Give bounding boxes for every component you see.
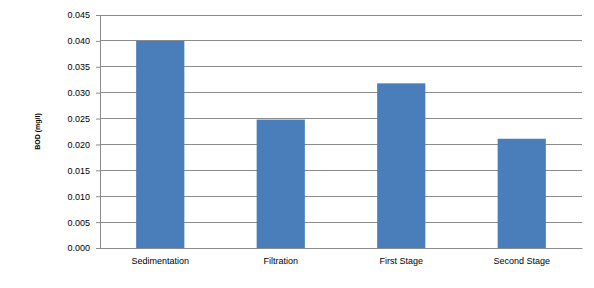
tick-mark	[96, 196, 100, 197]
tick: 0.045	[67, 10, 100, 20]
tick: 0.030	[67, 88, 100, 98]
chart: 0.000 0.005 0.010 0.015 0.020 0.025 0.030 0.035…	[0, 0, 594, 288]
tick: Filtration	[263, 248, 298, 266]
tick-mark	[96, 67, 100, 68]
bar	[498, 139, 546, 248]
x-axis: Sedimentation Filtration First Stage Second…	[101, 248, 583, 266]
tick-label: 0.000	[67, 243, 90, 253]
grid	[100, 15, 582, 248]
tick: 0.015	[67, 166, 100, 176]
tick: Sedimentation	[131, 248, 189, 266]
plot: 0.000 0.005 0.010 0.015 0.020 0.025 0.030 0.035…	[67, 10, 582, 266]
bar	[257, 120, 305, 248]
tick-mark	[96, 222, 100, 223]
tick-label: 0.005	[67, 217, 90, 227]
tick-mark	[96, 144, 100, 145]
tick-mark	[96, 170, 100, 171]
tick-label: Sedimentation	[131, 256, 189, 266]
tick-label: First Stage	[379, 256, 423, 266]
tick-label: 0.045	[67, 10, 90, 20]
tick-label: 0.015	[67, 166, 90, 176]
tick-mark	[96, 15, 100, 16]
x-axis-line	[101, 248, 583, 249]
tick: Second Stage	[493, 248, 550, 266]
tick-mark	[96, 41, 100, 42]
tick: 0.000	[67, 243, 100, 253]
bar	[136, 41, 184, 248]
tick-label: 0.020	[67, 140, 90, 150]
bar	[377, 83, 425, 248]
tick-label: Second Stage	[493, 256, 550, 266]
tick: 0.040	[67, 36, 100, 46]
tick-label: 0.040	[67, 36, 90, 46]
tick-label: 0.010	[67, 192, 90, 202]
bars	[136, 41, 546, 248]
tick-label: 0.030	[67, 88, 90, 98]
tick-label: 0.025	[67, 114, 90, 124]
tick-label: 0.035	[67, 62, 90, 72]
tick: First Stage	[379, 248, 423, 266]
grid-line	[100, 15, 582, 16]
y-axis-title: BOD (mg/l)	[34, 113, 42, 150]
tick-mark	[96, 93, 100, 94]
tick: 0.025	[67, 114, 100, 124]
tick: 0.020	[67, 140, 100, 150]
tick-mark	[96, 248, 100, 249]
tick: 0.005	[67, 217, 100, 227]
tick: 0.010	[67, 192, 100, 202]
tick-mark	[96, 119, 100, 120]
y-axis: 0.000 0.005 0.010 0.015 0.020 0.025 0.030 0.035…	[67, 10, 100, 253]
y-axis-line	[96, 16, 101, 249]
tick-label: Filtration	[263, 256, 298, 266]
tick: 0.035	[67, 62, 100, 72]
